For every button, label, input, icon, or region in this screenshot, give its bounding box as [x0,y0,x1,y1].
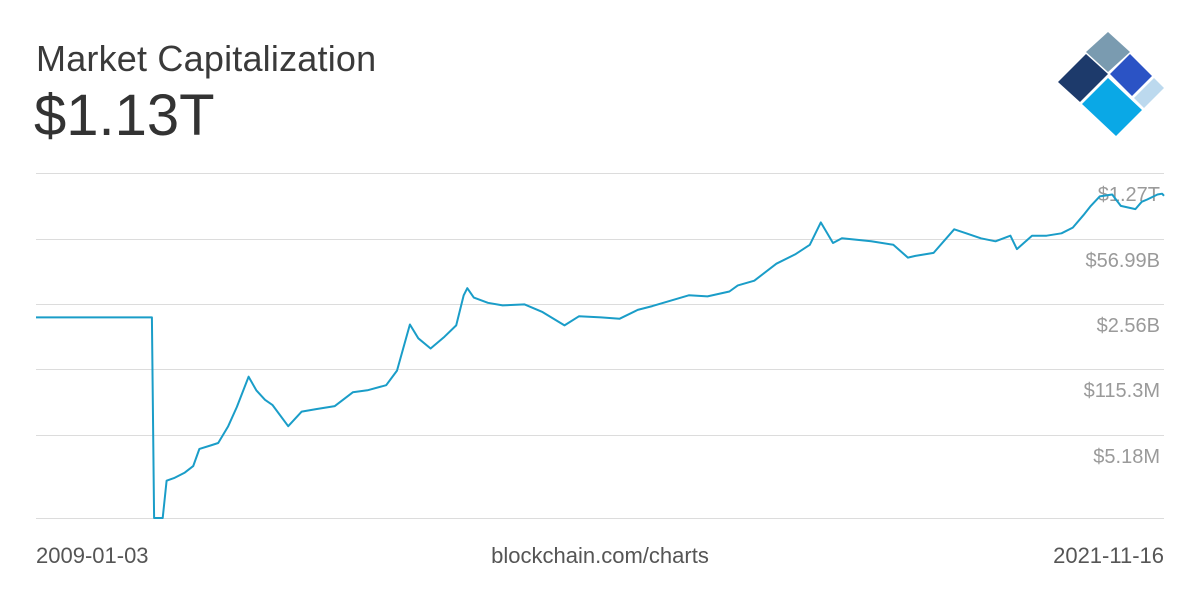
y-tick-label: $2.56B [1097,315,1160,337]
logo-right-tile [1110,54,1152,96]
blockchain-diamond-logo-icon [1058,32,1164,136]
y-tick-label: $56.99B [1085,250,1160,272]
logo-left-tile [1058,54,1108,102]
logo-bottom-tile [1082,78,1142,136]
logo-far-right-tile [1134,78,1164,108]
source-link[interactable]: blockchain.com/charts [491,543,709,568]
y-axis-ticks: $1.27T$56.99B$2.56B$115.3M$5.18M [1084,184,1160,468]
chart-title: Market Capitalization [36,38,377,79]
end-date-label: 2021-11-16 [1053,543,1164,568]
y-tick-label: $115.3M [1084,380,1160,402]
y-tick-label: $5.18M [1093,446,1160,468]
current-market-cap-value: $1.13T [34,83,215,148]
market-cap-line [36,192,1165,519]
start-date-label: 2009-01-03 [36,543,149,568]
gridlines [36,173,1164,519]
logo-top-tile [1086,32,1130,72]
